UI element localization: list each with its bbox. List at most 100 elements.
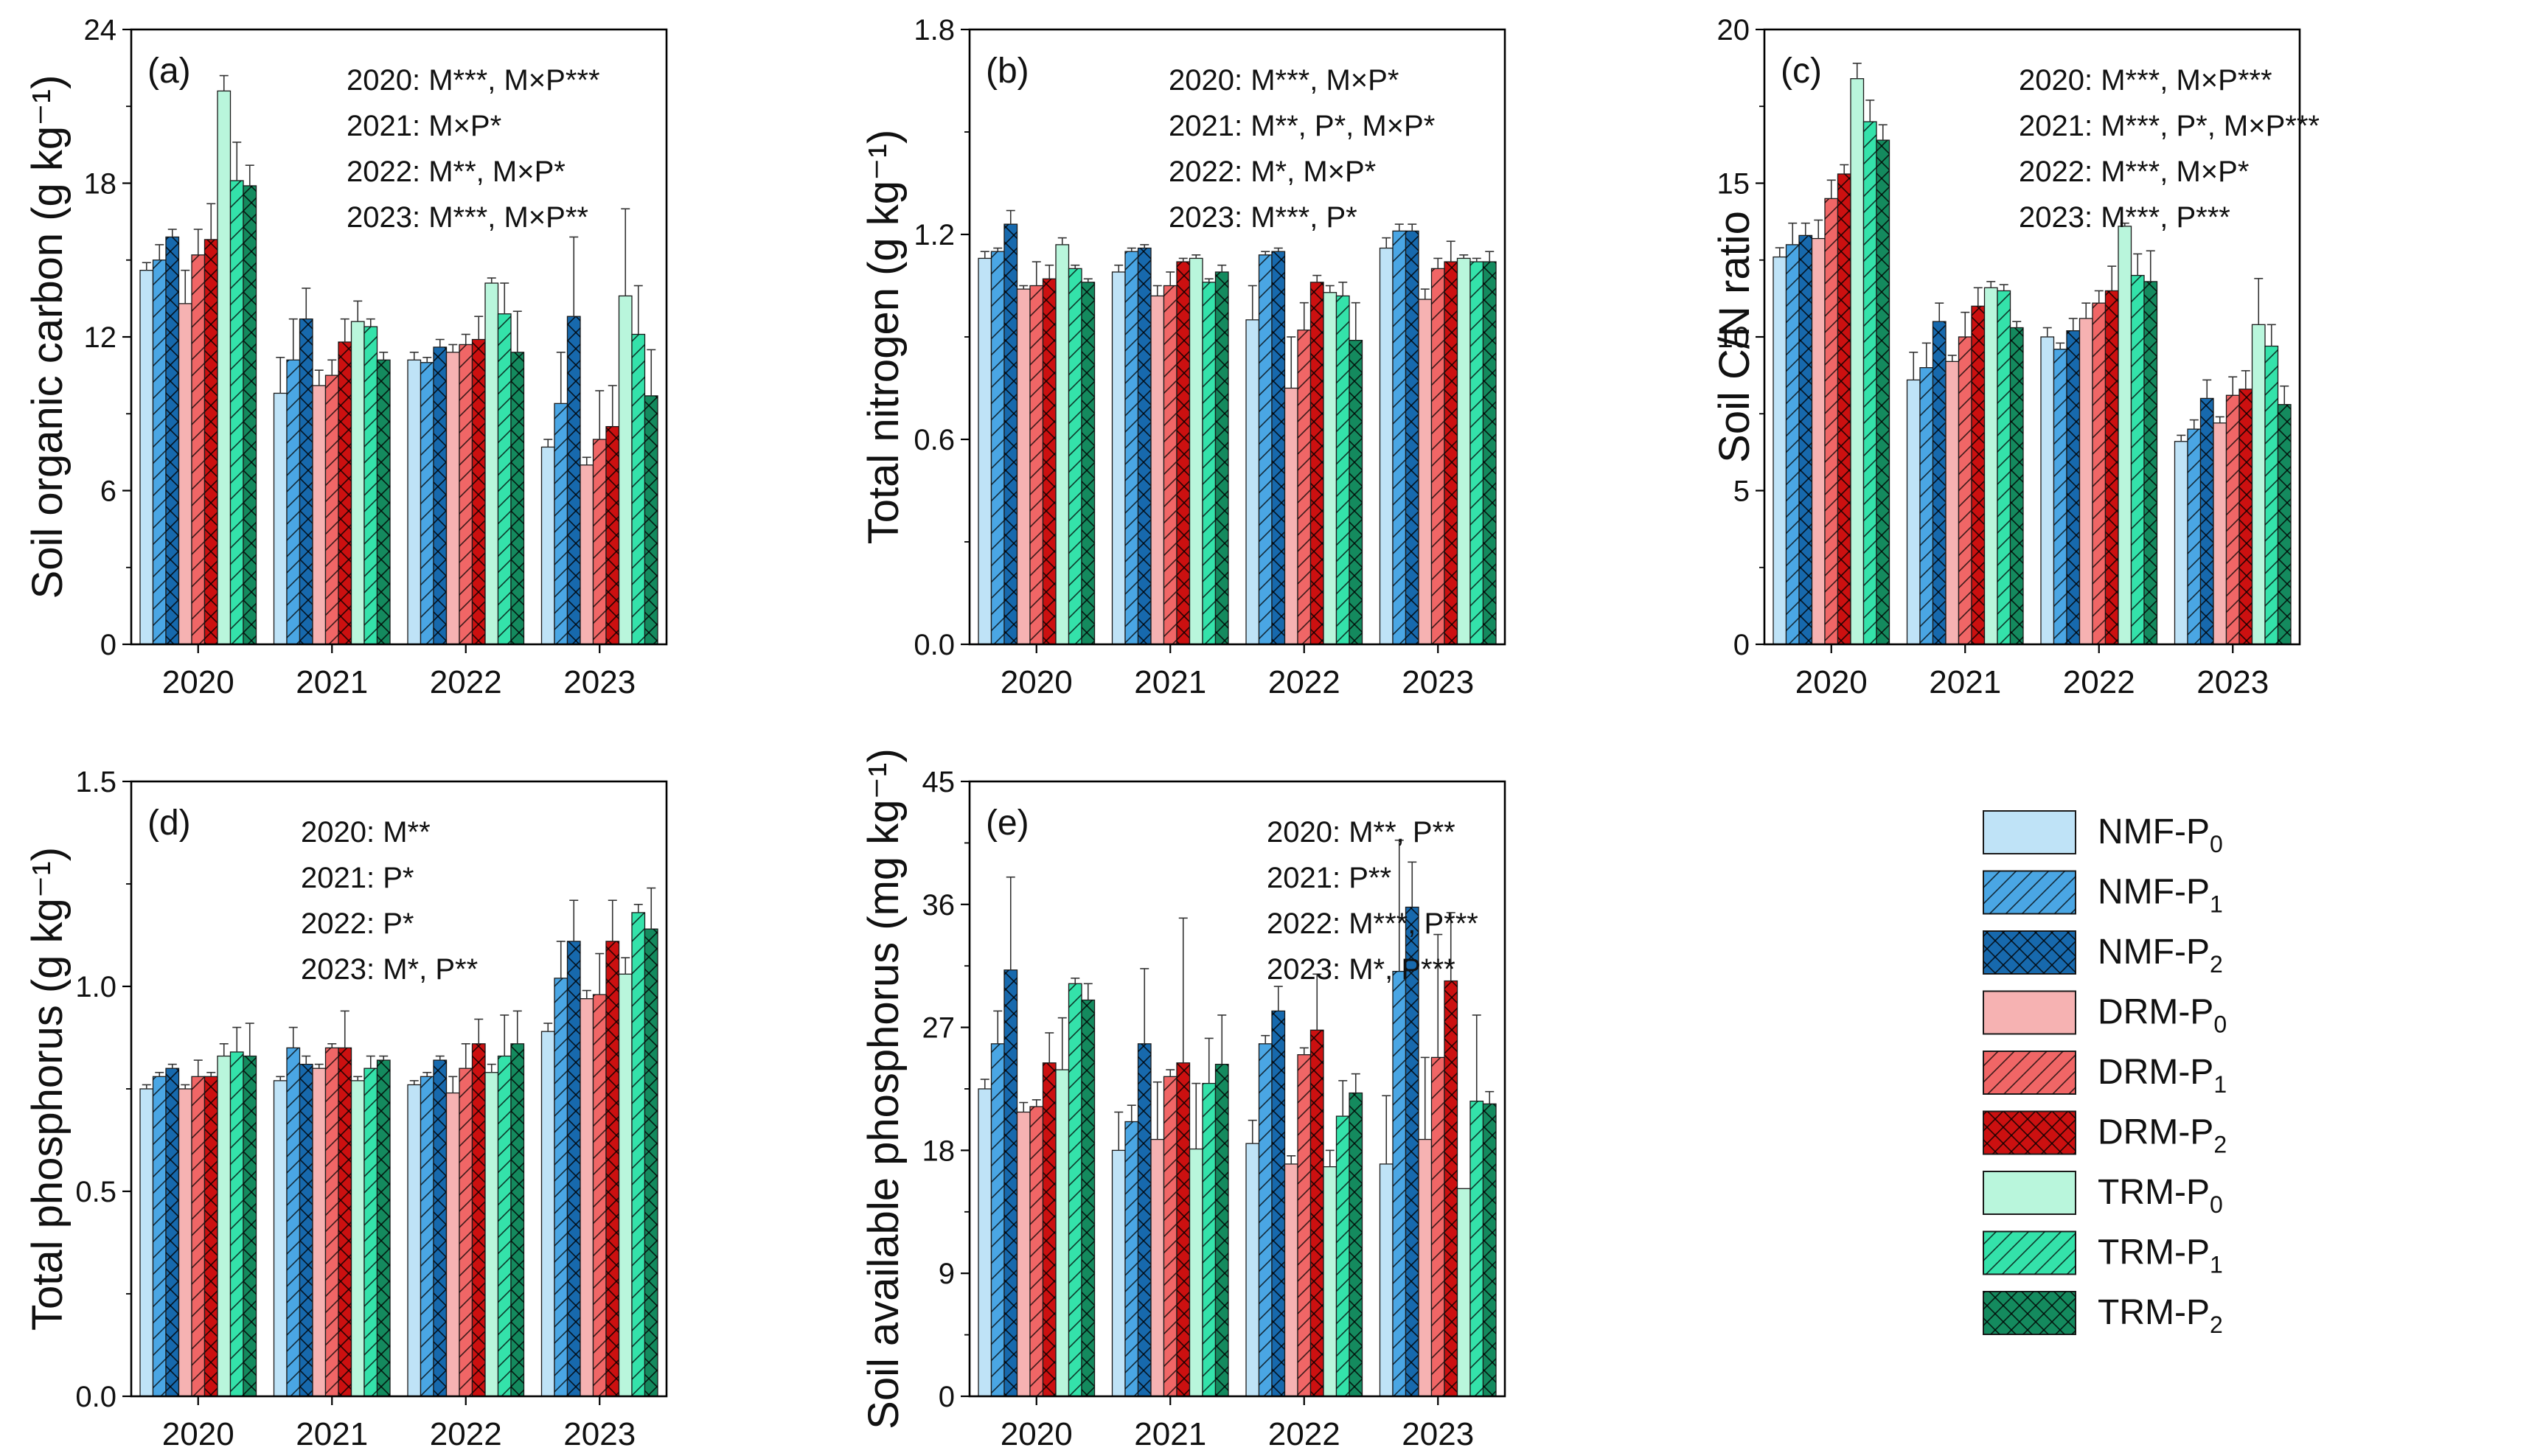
y-tick-label-1.0: 1.0	[75, 971, 116, 1003]
stat-annotation: 2021: P*	[301, 862, 414, 894]
bar-hatch-TRM-P2-2022	[511, 1043, 524, 1396]
bar-TRM-P0-2023	[2251, 324, 2266, 645]
bar-hatch-TRM-P1-2022	[1336, 1116, 1349, 1396]
stat-annotation: 2022: M***, P***	[1267, 908, 1478, 940]
y-axis-label: Soil organic carbon (g kg⁻¹)	[24, 75, 72, 599]
bar-hatch-DRM-P2-2021	[338, 1048, 352, 1396]
legend-label: NMF-P2	[2098, 933, 2223, 978]
bar-hatch-TRM-P2-2021	[1215, 1064, 1228, 1396]
legend-item-DRM-P0: DRM-P0	[1983, 990, 2227, 1038]
y-tick-label-20: 20	[1717, 14, 1750, 46]
y-tick-label-0: 0	[939, 1381, 955, 1413]
bar-hatch-NMF-P2-2020	[1004, 969, 1017, 1396]
bar-hatch-NMF-P1-2023	[1393, 971, 1406, 1396]
stat-annotation: 2020: M***, M×P***	[2019, 64, 2272, 97]
bar-hatch-TRM-P2-2022	[1349, 1093, 1363, 1396]
y-tick-label-6: 6	[100, 476, 116, 508]
bar-hatch-TRM-P2-2023	[2278, 404, 2291, 644]
bar-hatch-DRM-P2-2021	[1972, 306, 1985, 644]
bar-hatch-DRM-P2-2021	[1177, 1062, 1190, 1396]
legend-swatch-hatch	[1983, 931, 2076, 974]
legend-label-subscript: 1	[2213, 1071, 2227, 1098]
bar-hatch-TRM-P2-2023	[644, 929, 658, 1396]
legend-swatch	[1983, 810, 2076, 854]
x-tick-label-2021: 2021	[1929, 664, 2001, 700]
bar-hatch-DRM-P2-2022	[2105, 290, 2118, 644]
x-tick-label-2023: 2023	[563, 1416, 636, 1452]
x-tick-label-2020: 2020	[1001, 664, 1073, 700]
bar-hatch-DRM-P1-2021	[325, 1048, 338, 1396]
y-tick-label-18: 18	[84, 168, 117, 201]
bar-hatch-DRM-P1-2021	[1163, 285, 1177, 644]
bar-TRM-P0-2020	[1055, 1069, 1070, 1397]
stat-annotation: 2023: M***, P***	[2019, 201, 2230, 234]
bar-TRM-P0-2022	[1323, 292, 1337, 645]
bar-hatch-NMF-P2-2021	[1138, 248, 1151, 644]
bar-hatch-NMF-P1-2021	[287, 360, 300, 644]
bar-hatch-TRM-P2-2020	[243, 185, 257, 645]
bar-DRM-P0-2023	[2213, 422, 2227, 645]
bar-hatch-TRM-P2-2022	[1349, 340, 1363, 644]
legend-label: NMF-P1	[2098, 873, 2223, 918]
x-tick-label-2020: 2020	[1001, 1416, 1073, 1452]
y-axis-label: Soil C/N ratio	[1711, 211, 1759, 463]
bar-hatch-TRM-P1-2021	[364, 1068, 378, 1396]
x-tick-label-2022: 2022	[1268, 1416, 1340, 1452]
bar-TRM-P0-2023	[618, 295, 633, 645]
y-tick-label-45: 45	[922, 766, 956, 798]
bar-hatch-TRM-P1-2021	[364, 327, 378, 644]
bar-TRM-P0-2021	[1189, 1148, 1203, 1397]
bar-hatch-TRM-P1-2023	[632, 334, 645, 644]
bar-DRM-P0-2022	[1284, 387, 1298, 645]
legend-label-subscript: 0	[2210, 1191, 2223, 1218]
bar-NMF-P0-2020	[139, 1088, 154, 1397]
bar-TRM-P0-2022	[484, 282, 499, 645]
y-tick-label-1.2: 1.2	[914, 219, 955, 251]
bar-hatch-TRM-P2-2022	[511, 352, 524, 644]
stat-annotation: 2023: M*, P***	[1267, 953, 1455, 986]
bar-hatch-NMF-P1-2020	[1786, 244, 1799, 644]
bar-hatch-NMF-P1-2020	[153, 259, 166, 644]
bar-hatch-NMF-P1-2022	[1259, 254, 1272, 644]
bar-NMF-P0-2020	[978, 257, 992, 645]
bar-hatch-DRM-P2-2022	[1310, 1030, 1323, 1396]
bar-TRM-P0-2022	[2118, 226, 2132, 645]
bar-hatch-DRM-P2-2020	[1043, 279, 1056, 644]
bar-NMF-P0-2023	[2174, 441, 2188, 645]
legend-item-TRM-P1: TRM-P1	[1983, 1230, 2223, 1278]
legend-item-TRM-P2: TRM-P2	[1983, 1291, 2223, 1338]
bar-hatch-TRM-P1-2023	[632, 912, 645, 1396]
bar-hatch-NMF-P1-2022	[420, 362, 434, 644]
bar-NMF-P0-2021	[1111, 1149, 1126, 1397]
bar-hatch-DRM-P2-2023	[1444, 980, 1458, 1396]
bar-hatch-DRM-P2-2020	[1043, 1062, 1056, 1396]
x-tick-label-2021: 2021	[296, 664, 368, 700]
bar-TRM-P0-2023	[1456, 1188, 1471, 1397]
bar-DRM-P0-2023	[1418, 299, 1433, 645]
bar-hatch-NMF-P1-2021	[287, 1048, 300, 1396]
bar-hatch-TRM-P2-2023	[644, 395, 658, 644]
legend-label-subscript: 0	[2210, 831, 2223, 857]
x-tick-label-2022: 2022	[430, 664, 502, 700]
x-tick-label-2023: 2023	[563, 664, 636, 700]
bar-hatch-NMF-P1-2021	[1125, 251, 1138, 645]
bar-hatch-NMF-P2-2020	[166, 1068, 179, 1396]
stat-annotation: 2021: M**, P*, M×P*	[1169, 110, 1435, 142]
bar-hatch-DRM-P1-2020	[192, 254, 205, 644]
bar-hatch-DRM-P2-2020	[204, 239, 218, 644]
bar-hatch-DRM-P1-2021	[1958, 337, 1972, 644]
bar-DRM-P0-2023	[580, 464, 594, 645]
legend-swatch-hatch	[1983, 871, 2076, 914]
bar-hatch-DRM-P1-2023	[1431, 1057, 1444, 1396]
bar-hatch-TRM-P2-2020	[1876, 140, 1890, 644]
bar-hatch-TRM-P1-2023	[2265, 346, 2278, 644]
bar-DRM-P0-2020	[1016, 288, 1031, 645]
bar-hatch-TRM-P1-2021	[1997, 290, 2011, 644]
bar-hatch-TRM-P2-2023	[1483, 262, 1496, 645]
bar-hatch-DRM-P1-2023	[1431, 268, 1444, 644]
plot-frame	[130, 28, 668, 646]
bar-DRM-P0-2021	[1150, 295, 1165, 645]
legend-label-subscript: 2	[2210, 951, 2223, 978]
bar-hatch-NMF-P2-2020	[1799, 235, 1812, 644]
